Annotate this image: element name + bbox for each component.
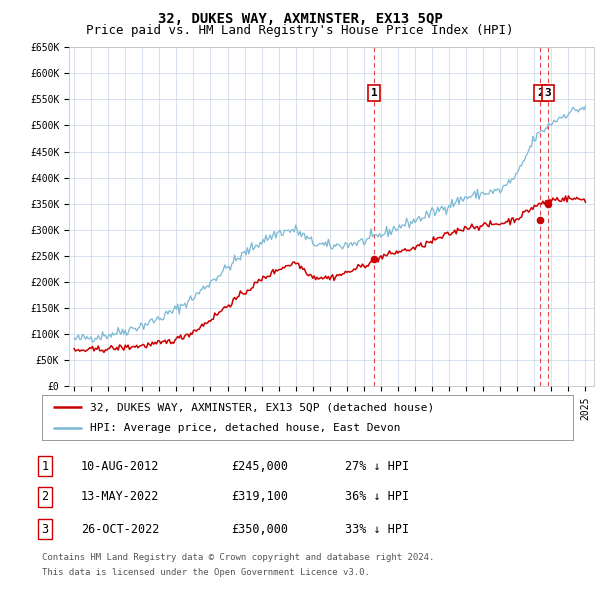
Text: 3: 3 <box>545 88 551 98</box>
Text: £245,000: £245,000 <box>231 460 288 473</box>
Text: 36% ↓ HPI: 36% ↓ HPI <box>345 490 409 503</box>
Text: 32, DUKES WAY, AXMINSTER, EX13 5QP (detached house): 32, DUKES WAY, AXMINSTER, EX13 5QP (deta… <box>90 402 434 412</box>
Text: 33% ↓ HPI: 33% ↓ HPI <box>345 523 409 536</box>
Text: £319,100: £319,100 <box>231 490 288 503</box>
Text: £350,000: £350,000 <box>231 523 288 536</box>
Text: 3: 3 <box>41 523 49 536</box>
Text: 2: 2 <box>537 88 544 98</box>
Text: 2: 2 <box>41 490 49 503</box>
Text: 32, DUKES WAY, AXMINSTER, EX13 5QP: 32, DUKES WAY, AXMINSTER, EX13 5QP <box>158 12 442 26</box>
Text: 27% ↓ HPI: 27% ↓ HPI <box>345 460 409 473</box>
Text: 13-MAY-2022: 13-MAY-2022 <box>81 490 160 503</box>
Text: Price paid vs. HM Land Registry's House Price Index (HPI): Price paid vs. HM Land Registry's House … <box>86 24 514 37</box>
Text: 1: 1 <box>371 88 377 98</box>
Text: HPI: Average price, detached house, East Devon: HPI: Average price, detached house, East… <box>90 422 400 432</box>
Text: Contains HM Land Registry data © Crown copyright and database right 2024.: Contains HM Land Registry data © Crown c… <box>42 553 434 562</box>
Text: 1: 1 <box>41 460 49 473</box>
Text: This data is licensed under the Open Government Licence v3.0.: This data is licensed under the Open Gov… <box>42 568 370 577</box>
Text: 10-AUG-2012: 10-AUG-2012 <box>81 460 160 473</box>
Text: 26-OCT-2022: 26-OCT-2022 <box>81 523 160 536</box>
